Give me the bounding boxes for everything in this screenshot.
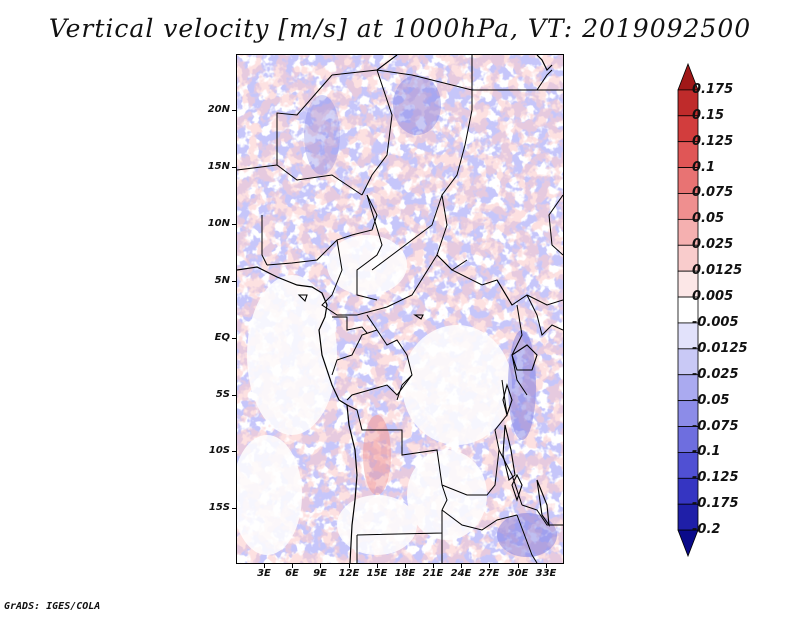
lon-label-6e: 6E [285, 568, 299, 579]
lon-label-24e: 24E [450, 568, 472, 579]
lon-label-15e: 15E [366, 568, 388, 579]
lon-tick [264, 564, 265, 568]
colorbar-label: -0.025 [692, 366, 739, 382]
lon-tick [349, 564, 350, 568]
colorbar-label: -0.005 [692, 314, 739, 330]
lat-label-20n: 20N [207, 104, 230, 115]
lat-label-10n: 10N [207, 218, 230, 229]
colorbar-label: 0.15 [692, 107, 725, 123]
lat-label-5n: 5N [214, 275, 230, 286]
lat-label-5s: 5S [215, 389, 230, 400]
lon-tick [546, 564, 547, 568]
colorbar-label: 0.025 [692, 237, 734, 253]
lon-label-27e: 27E [478, 568, 500, 579]
lon-tick [433, 564, 434, 568]
colorbar-arrow-bottom [677, 529, 699, 558]
colorbar [677, 62, 699, 558]
colorbar-label: 0.1 [692, 159, 716, 175]
colorbar-label: -0.125 [692, 470, 739, 486]
lon-tick [377, 564, 378, 568]
lat-tick [232, 110, 236, 111]
strong-updraft-regions [304, 75, 557, 557]
lon-label-12e: 12E [338, 568, 360, 579]
colorbar-label: 0.0125 [692, 263, 743, 279]
colorbar-label: -0.05 [692, 392, 730, 408]
lat-label-15n: 15N [207, 161, 230, 172]
lon-tick [320, 564, 321, 568]
lat-tick [232, 451, 236, 452]
map-canvas [237, 55, 563, 563]
lat-tick [232, 281, 236, 282]
colorbar-cells [677, 62, 699, 558]
calm-areas [237, 235, 512, 555]
lat-label-15s: 15S [208, 502, 230, 513]
lon-tick [461, 564, 462, 568]
colorbar-label: -0.1 [692, 444, 721, 460]
colorbar-label: -0.2 [692, 522, 721, 538]
colorbar-label: -0.075 [692, 418, 739, 434]
lat-label-eq: EQ [214, 332, 230, 343]
colorbar-label: 0.175 [692, 81, 734, 97]
lon-label-18e: 18E [394, 568, 416, 579]
colorbar-label: 0.05 [692, 211, 725, 227]
lat-tick [232, 224, 236, 225]
chart-title: Vertical velocity [m/s] at 1000hPa, VT: … [48, 14, 752, 43]
coastline [237, 55, 553, 563]
lon-label-33e: 33E [535, 568, 557, 579]
lat-tick [232, 338, 236, 339]
lon-tick [518, 564, 519, 568]
lakes [297, 294, 550, 528]
colorbar-label: 0.125 [692, 133, 734, 149]
lat-label-10s: 10S [208, 445, 230, 456]
lon-label-3e: 3E [257, 568, 271, 579]
colorbar-label: 0.005 [692, 289, 734, 305]
lat-tick [232, 167, 236, 168]
credit-text: GrADS: IGES/COLA [4, 601, 101, 612]
lon-label-30e: 30E [507, 568, 529, 579]
lon-tick [405, 564, 406, 568]
lat-tick [232, 508, 236, 509]
lon-label-21e: 21E [422, 568, 444, 579]
map-plot-area [236, 54, 564, 564]
colorbar-label: -0.0125 [692, 340, 748, 356]
lat-tick [232, 395, 236, 396]
colorbar-label: 0.075 [692, 185, 734, 201]
lon-tick [489, 564, 490, 568]
lon-label-9e: 9E [313, 568, 327, 579]
colorbar-label: -0.175 [692, 496, 739, 512]
lon-tick [292, 564, 293, 568]
